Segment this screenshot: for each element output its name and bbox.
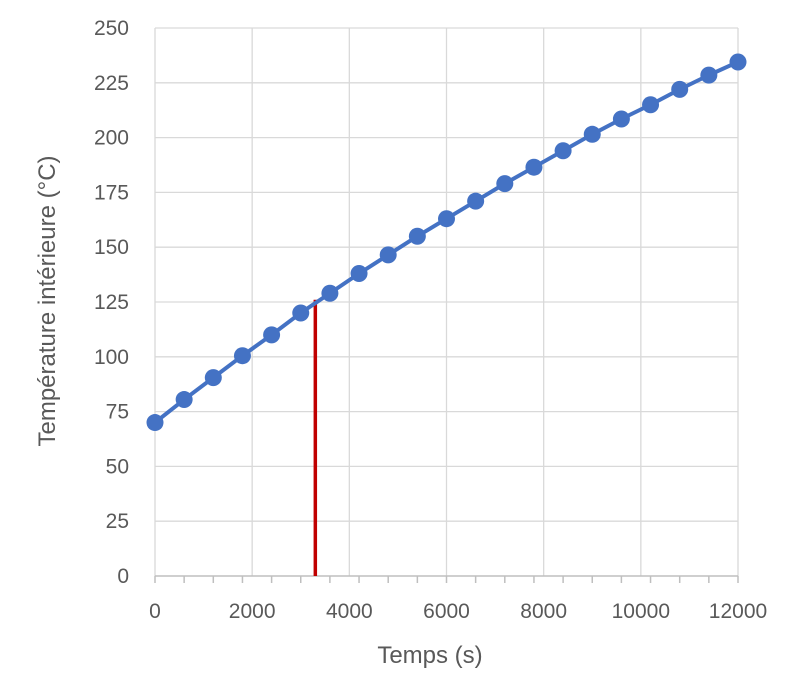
data-point <box>379 246 397 264</box>
y-tick-label: 250 <box>94 17 129 40</box>
y-tick-label: 100 <box>94 346 129 369</box>
data-point <box>583 125 601 143</box>
data-point <box>438 210 455 228</box>
x-axis-title: Temps (s) <box>377 642 482 669</box>
data-point <box>525 158 543 176</box>
y-tick-label: 75 <box>106 401 129 424</box>
data-point <box>496 175 514 193</box>
x-tick-label: 4000 <box>326 600 373 623</box>
data-point <box>642 96 660 114</box>
data-point <box>350 265 368 283</box>
data-point <box>321 284 339 302</box>
x-tick-label: 8000 <box>520 600 567 623</box>
data-point <box>467 192 485 210</box>
data-point <box>175 391 193 409</box>
x-tick-label: 10000 <box>612 600 670 623</box>
y-tick-label: 225 <box>94 72 129 95</box>
data-point <box>671 80 689 98</box>
data-point <box>408 227 426 245</box>
data-point <box>204 369 222 387</box>
data-point <box>729 53 747 71</box>
y-axis-title: Température intérieure (°C) <box>34 155 61 446</box>
y-tick-label: 175 <box>94 181 129 204</box>
tick-labels: 0 25 50 75 100 125 150 175 200 225 250 0 2000 4000 600… <box>94 17 767 623</box>
series <box>146 53 747 432</box>
y-tick-label: 125 <box>94 291 129 314</box>
data-point <box>146 414 164 432</box>
x-tick-label: 12000 <box>709 600 767 623</box>
x-tick-label: 6000 <box>423 600 470 623</box>
x-tick-label: 2000 <box>229 600 276 623</box>
data-point <box>233 347 251 365</box>
y-tick-label: 150 <box>94 236 129 259</box>
grid <box>154 27 739 576</box>
y-tick-label: 0 <box>117 565 129 588</box>
x-tick-label: 0 <box>149 600 161 623</box>
data-point <box>292 304 310 322</box>
y-tick-label: 200 <box>94 127 129 150</box>
y-tick-label: 50 <box>106 455 129 478</box>
data-point <box>554 142 572 160</box>
axes <box>154 575 739 583</box>
data-point <box>612 110 630 128</box>
data-point <box>263 326 281 344</box>
y-tick-label: 25 <box>106 510 129 533</box>
data-point <box>700 66 718 84</box>
